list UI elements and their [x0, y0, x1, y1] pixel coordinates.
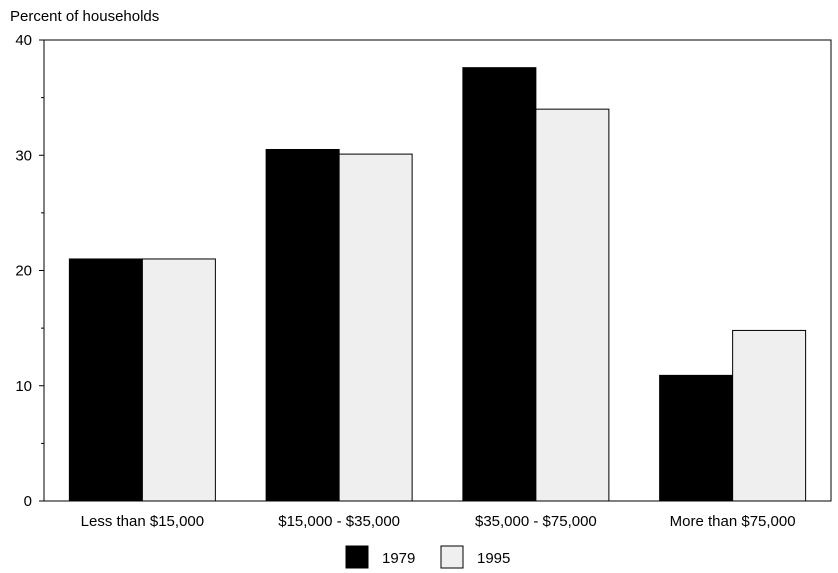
y-tick-label: 10 — [15, 378, 32, 395]
bar-1995-1 — [338, 153, 413, 502]
y-tick-label: 0 — [24, 493, 32, 510]
bars — [68, 67, 807, 502]
y-axis: 0 10 20 30 40 — [15, 32, 44, 510]
legend-swatch-1995 — [440, 545, 464, 569]
y-tick-label: 30 — [15, 147, 32, 164]
y-tick-label: 40 — [15, 32, 32, 49]
x-tick-label: More than $75,000 — [670, 513, 796, 530]
legend-label-1995: 1995 — [477, 550, 510, 567]
x-tick-label: $15,000 - $35,000 — [278, 513, 400, 530]
bar-1995-3 — [732, 329, 807, 502]
bar-1995-2 — [535, 108, 610, 502]
legend: 1979 1995 — [345, 545, 510, 569]
bar-1979-2 — [462, 67, 537, 502]
legend-label-1979: 1979 — [382, 550, 415, 567]
bar-1979-3 — [659, 374, 734, 502]
bar-1979-0 — [68, 258, 143, 502]
x-axis: Less than $15,000 $15,000 - $35,000 $35,00… — [81, 513, 796, 530]
x-tick-label: $35,000 - $75,000 — [475, 513, 597, 530]
bar-1995-0 — [141, 258, 216, 502]
bar-1979-1 — [265, 148, 340, 502]
legend-swatch-1979 — [345, 545, 369, 569]
y-axis-label: Percent of households — [10, 8, 159, 25]
y-tick-label: 20 — [15, 263, 32, 280]
x-tick-label: Less than $15,000 — [81, 513, 204, 530]
